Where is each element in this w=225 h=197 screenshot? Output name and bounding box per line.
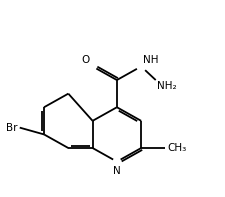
Text: Br: Br	[6, 123, 18, 133]
Text: NH₂: NH₂	[156, 81, 176, 91]
Text: N: N	[112, 166, 120, 176]
Text: NH: NH	[142, 56, 157, 65]
Text: O: O	[81, 56, 89, 65]
Text: CH₃: CH₃	[167, 143, 186, 153]
